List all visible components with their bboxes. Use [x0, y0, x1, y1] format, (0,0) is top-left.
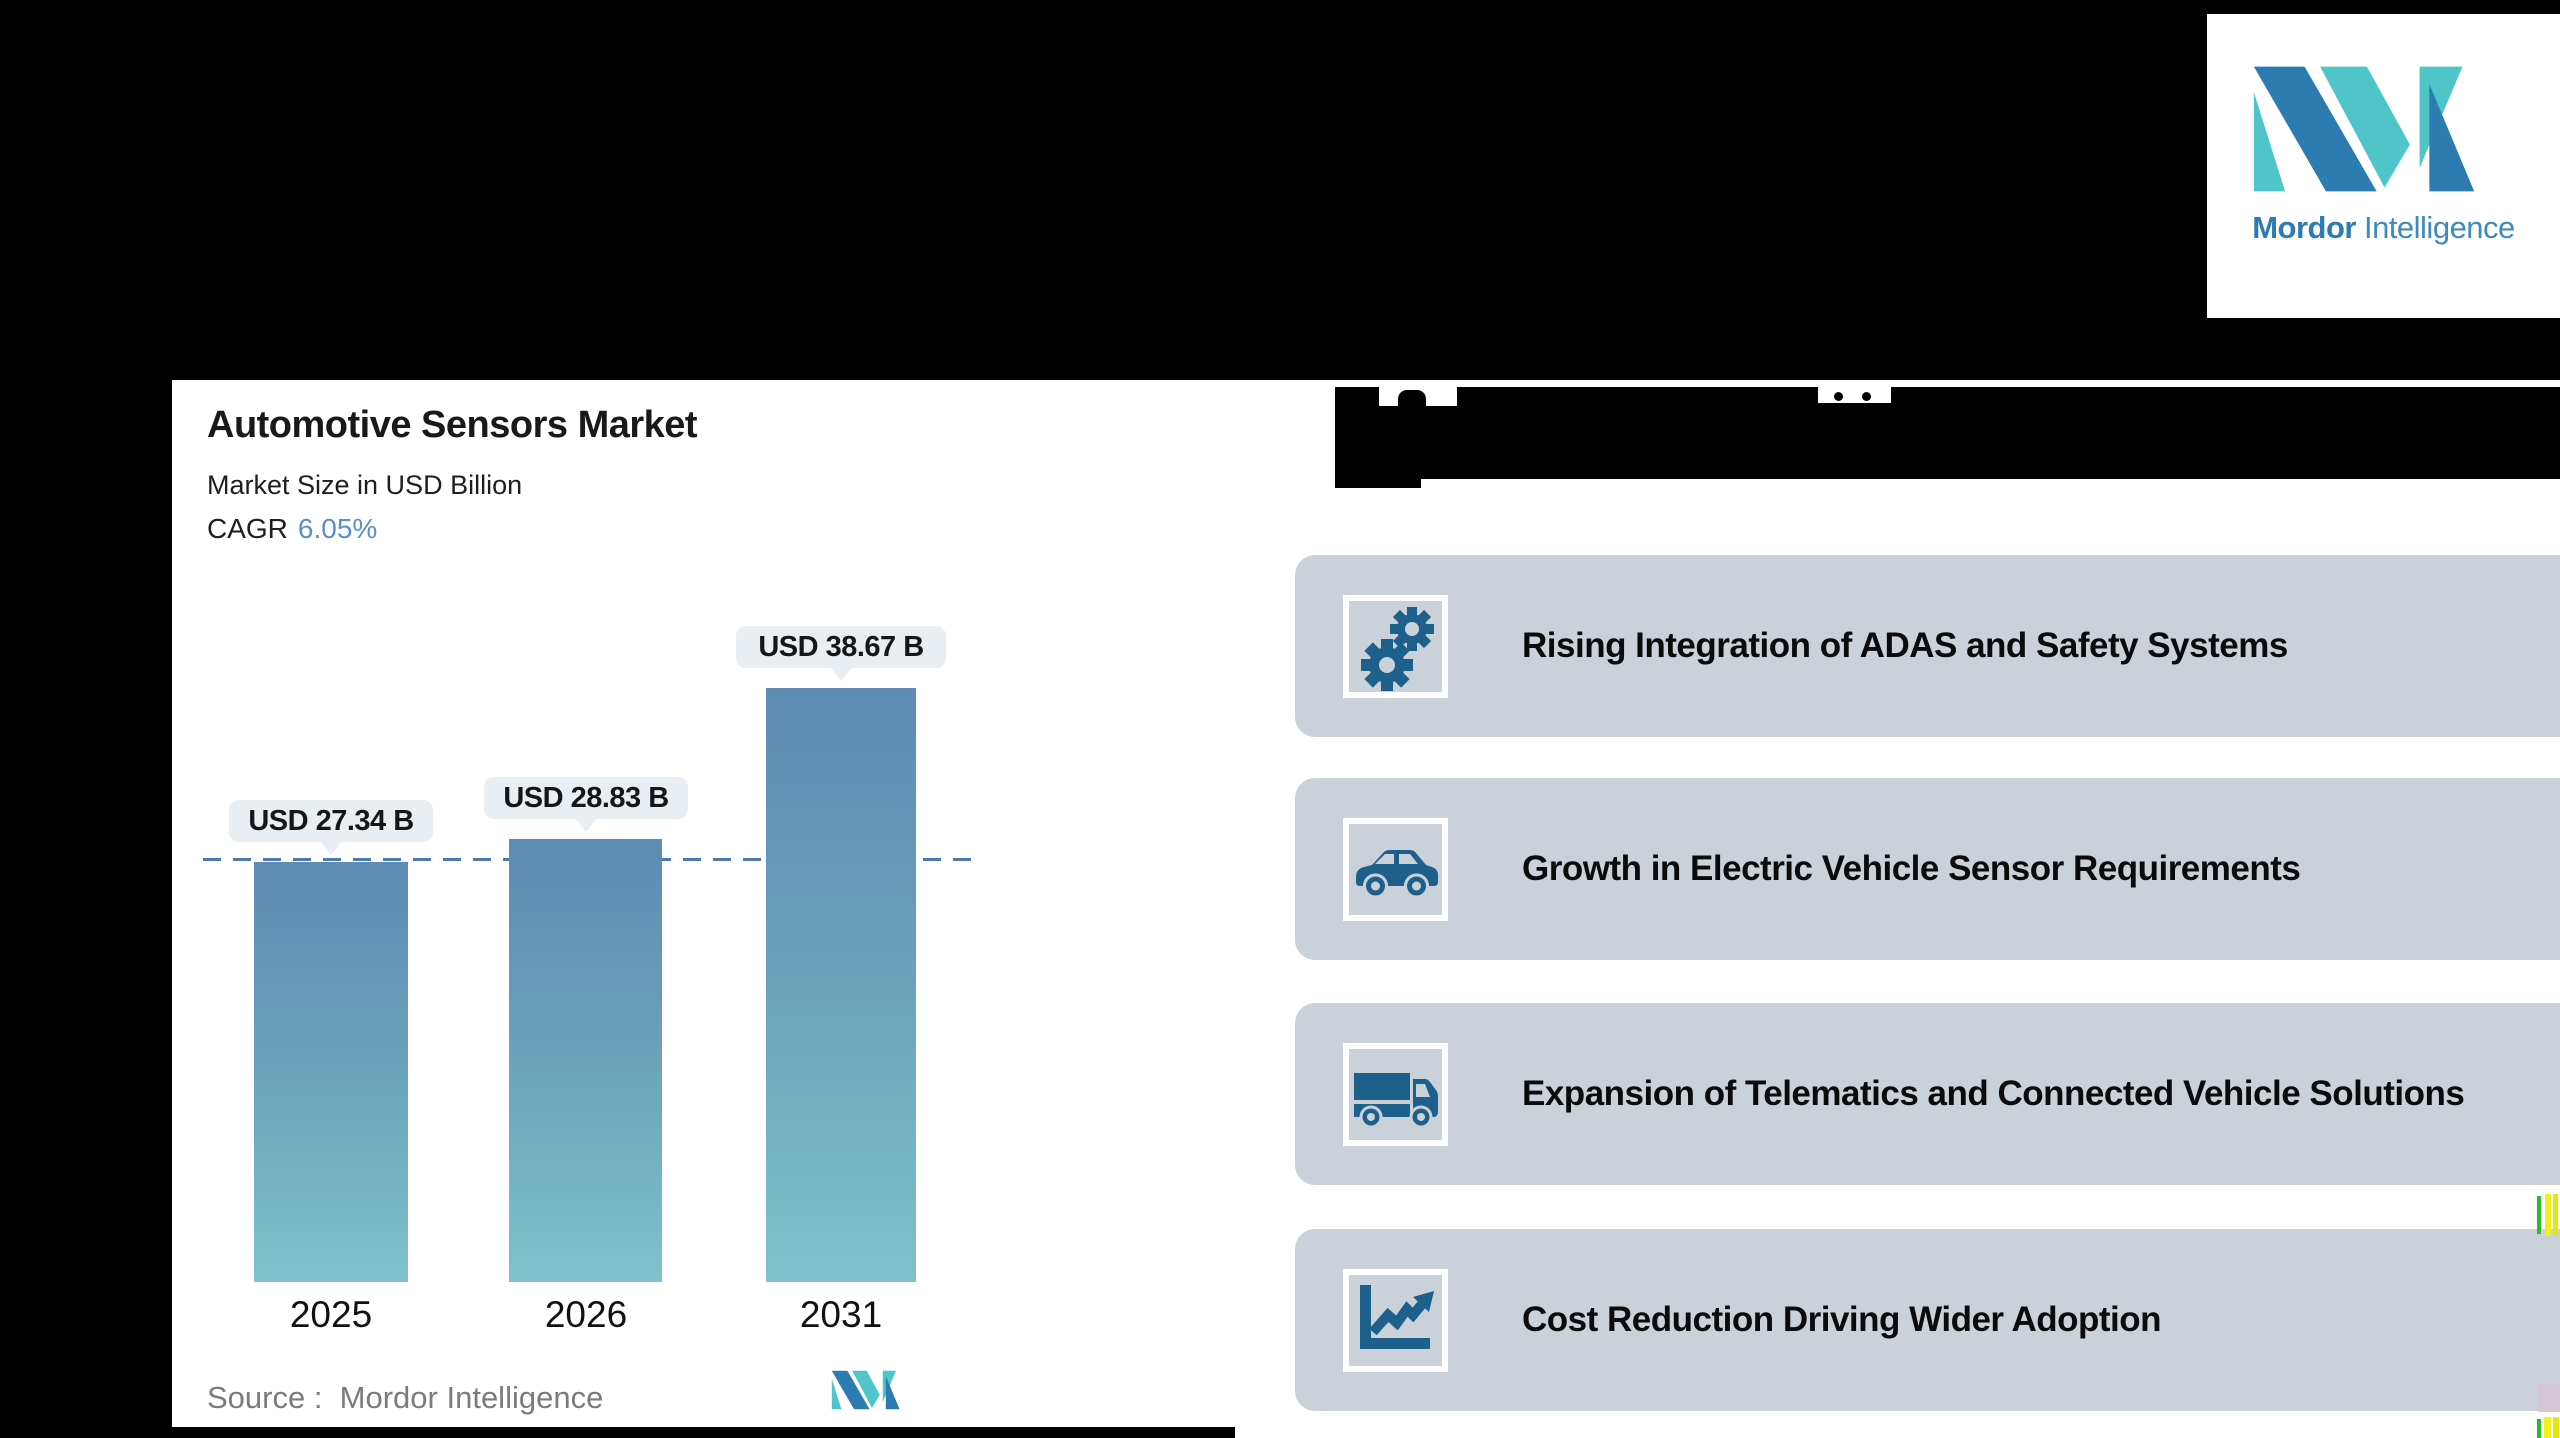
driver-card-adas: Rising Integration of ADAS and Safety Sy… — [1295, 555, 2560, 737]
x-axis-label: 2026 — [544, 1294, 628, 1335]
cagr-value: 6.05% — [297, 513, 378, 544]
letter-fragment — [1398, 390, 1426, 406]
bar-2026 — [509, 839, 662, 1282]
chart-title: Automotive Sensors Market — [207, 404, 698, 446]
driver-label: Growth in Electric Vehicle Sensor Requir… — [1522, 849, 2301, 888]
video-artifact — [2553, 1194, 2558, 1236]
car-icon — [1356, 849, 1438, 898]
mordor-intelligence-mi-mark-small-icon — [831, 1370, 900, 1410]
chart-subtitle: Market Size in USD Billion — [207, 470, 523, 500]
driver-card-telematics: Expansion of Telematics and Connected Ve… — [1295, 1003, 2560, 1185]
driver-card-ev-sensors: Growth in Electric Vehicle Sensor Requir… — [1295, 778, 2560, 960]
redaction-gap — [1818, 380, 1891, 403]
bar-2025 — [254, 862, 408, 1282]
driver-icon-box — [1343, 594, 1448, 698]
brand-name-bold: Mordor — [2252, 210, 2356, 245]
redaction-gap — [1379, 380, 1457, 406]
chart-cagr-line: CAGR 6.05% — [207, 513, 377, 545]
gears-icon — [1361, 606, 1434, 691]
driver-label: Cost Reduction Driving Wider Adoption — [1522, 1300, 2162, 1339]
x-axis-label: 2025 — [289, 1294, 373, 1335]
mordor-intelligence-mi-mark-icon — [2253, 66, 2475, 192]
driver-icon-box — [1343, 1268, 1448, 1372]
letter-fragment — [1862, 392, 1871, 401]
x-axis-label: 2031 — [799, 1294, 883, 1335]
brand-logo-box: Mordor Intelligence — [2207, 14, 2560, 318]
brand-wordmark: Mordor Intelligence — [2207, 210, 2560, 246]
bar-value-bubble: USD 38.67 B — [736, 626, 946, 668]
bar-value-bubble: USD 28.83 B — [484, 777, 688, 819]
redacted-title-fragment — [1335, 479, 1421, 488]
bottom-black-strip — [172, 1427, 1235, 1438]
video-artifact — [2553, 1417, 2559, 1438]
video-artifact — [2545, 1194, 2551, 1236]
bar-value-bubble: USD 27.34 B — [229, 800, 433, 842]
video-artifact — [2537, 1419, 2541, 1438]
driver-label: Expansion of Telematics and Connected Ve… — [1522, 1074, 2465, 1113]
truck-icon — [1354, 1072, 1438, 1128]
video-artifact — [2537, 1196, 2541, 1234]
bar-2031 — [766, 688, 916, 1282]
chart-source: Source : Mordor Intelligence — [207, 1380, 604, 1415]
driver-label: Rising Integration of ADAS and Safety Sy… — [1522, 626, 2288, 665]
brand-name-light: Intelligence — [2363, 210, 2515, 245]
line-chart-icon — [1360, 1284, 1434, 1349]
driver-card-cost-reduction: Cost Reduction Driving Wider Adoption — [1295, 1229, 2560, 1411]
redacted-section-title — [1335, 387, 2560, 479]
driver-icon-box — [1343, 1042, 1448, 1146]
cagr-label: CAGR — [207, 513, 288, 544]
video-artifact — [2544, 1417, 2551, 1438]
letter-fragment — [1834, 392, 1843, 401]
video-artifact — [2538, 1384, 2560, 1412]
driver-icon-box — [1343, 817, 1448, 921]
